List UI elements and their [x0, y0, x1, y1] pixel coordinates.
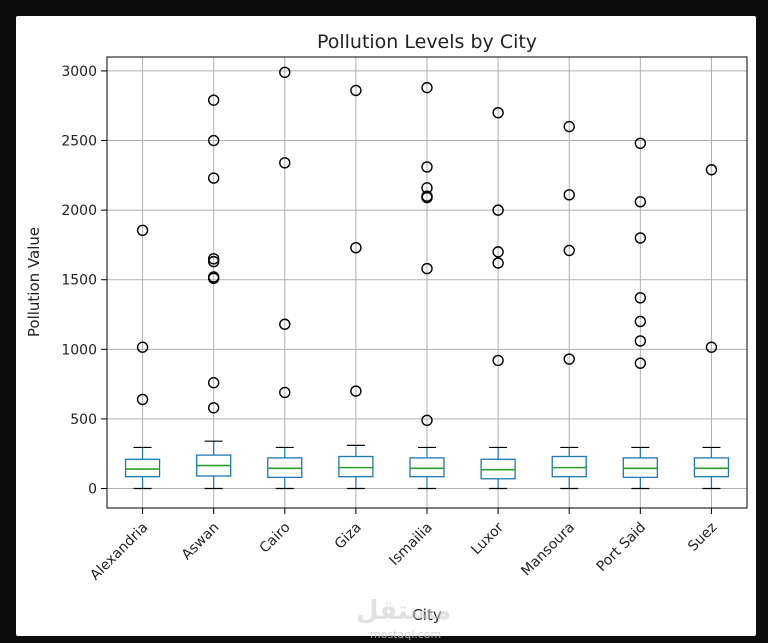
- y-tick-label: 2500: [61, 134, 97, 150]
- y-tick-label: 1500: [61, 273, 97, 289]
- outlier-point: [207, 255, 220, 268]
- y-tick-label: 1000: [61, 342, 97, 358]
- outlier-point: [207, 402, 220, 414]
- outlier-point: [207, 134, 220, 147]
- outlier-point: [350, 385, 362, 397]
- x-tick-label: Mansoura: [518, 520, 578, 580]
- y-tick-label: 2000: [61, 203, 97, 219]
- outlier-point: [279, 386, 291, 399]
- outlier-point: [421, 414, 433, 427]
- outlier-point: [350, 84, 362, 97]
- outlier-point: [207, 253, 220, 265]
- outlier-point: [705, 164, 718, 176]
- x-tick-label: Port Said: [594, 520, 649, 575]
- y-axis-label: Pollution Value: [25, 227, 43, 337]
- chart-title: Pollution Levels by City: [317, 31, 537, 53]
- x-tick-label: Aswan: [179, 520, 223, 564]
- outlier-point: [136, 393, 149, 406]
- outlier-point: [634, 137, 647, 150]
- outlier-point: [634, 315, 647, 328]
- outlier-point: [421, 191, 433, 204]
- axes: 0 500 1000 1500 2000 2500 3000 Alexandria Aswan C…: [61, 64, 720, 584]
- box-iqr: [693, 457, 730, 478]
- x-tick-label: Alexandria: [87, 520, 151, 584]
- outlier-point: [421, 161, 433, 173]
- y-tick-label: 3000: [61, 64, 97, 80]
- outlier-point: [492, 257, 504, 269]
- outlier-point: [207, 172, 220, 184]
- outlier-point: [492, 204, 504, 216]
- box-iqr: [551, 455, 587, 478]
- chart-figure: Pollution Levels by City 0 500 1000 1500 200…: [16, 16, 756, 641]
- grid-lines: [107, 57, 747, 508]
- watermark-url: mostaql.com: [370, 628, 442, 641]
- x-tick-label: Giza: [332, 520, 365, 553]
- box-iqr: [338, 455, 374, 478]
- outlier-point: [634, 357, 647, 369]
- outlier-point: [207, 272, 220, 285]
- outlier-point: [279, 66, 291, 79]
- x-axis-label: City: [412, 606, 442, 624]
- outlier-point: [207, 377, 220, 389]
- outlier-point: [492, 246, 504, 258]
- outlier-point: [421, 81, 433, 94]
- outlier-point: [634, 196, 647, 208]
- x-tick-label: Ismailia: [386, 520, 435, 569]
- outlier-point: [421, 262, 433, 275]
- outlier-point: [207, 94, 220, 106]
- outlier-point: [136, 224, 149, 237]
- outlier-point: [563, 120, 575, 133]
- outlier-point: [492, 354, 504, 367]
- outlier-point: [563, 244, 575, 257]
- outlier-point: [492, 106, 504, 119]
- x-tick-label: Suez: [685, 520, 720, 555]
- outlier-point: [563, 189, 575, 201]
- outlier-point: [634, 232, 647, 244]
- watermark-logo: مستقل: [356, 596, 452, 626]
- outlier-point: [279, 318, 291, 330]
- outlier-point: [563, 353, 575, 365]
- x-tick-label: Cairo: [257, 520, 294, 557]
- outlier-point: [634, 292, 647, 304]
- y-tick-label: 500: [70, 412, 97, 428]
- x-tick-label: Luxor: [468, 519, 507, 558]
- box-iqr: [409, 457, 445, 478]
- outlier-point: [136, 341, 149, 353]
- outlier-point: [279, 157, 291, 169]
- outlier-point: [634, 335, 647, 347]
- boxes: [124, 66, 730, 490]
- box-plot: Pollution Levels by City 0 500 1000 1500 200…: [25, 31, 748, 624]
- outlier-point: [350, 242, 362, 254]
- y-tick-label: 0: [88, 482, 97, 498]
- box-iqr: [124, 458, 161, 478]
- outlier-point: [705, 341, 718, 353]
